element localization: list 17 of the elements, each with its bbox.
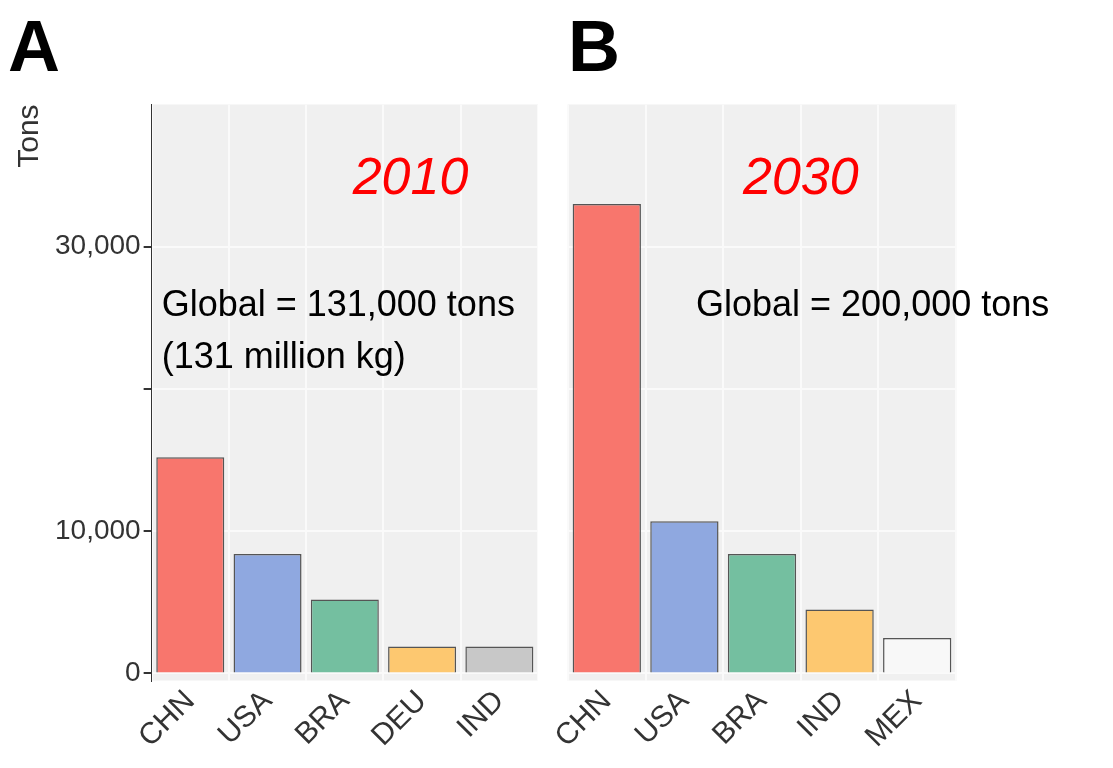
x-tick-label: BRA xyxy=(287,683,355,751)
x-tick-label: IND xyxy=(789,683,850,743)
annotation: Global = 131,000 tons xyxy=(161,283,515,325)
annotation: Global = 200,000 tons xyxy=(696,283,1050,325)
chart-title: B xyxy=(568,6,620,87)
annotation: 2010 xyxy=(351,147,469,206)
annotation: (131 million kg) xyxy=(161,335,406,377)
y-tick-label: 0 xyxy=(125,656,141,688)
y-tick-label: 10,000 xyxy=(55,513,141,545)
x-tick-label: USA xyxy=(627,683,695,751)
x-tick-label: USA xyxy=(210,683,278,751)
y-tick-label: 30,000 xyxy=(55,229,141,261)
chart-title: A xyxy=(8,6,60,87)
x-tick-label: BRA xyxy=(705,683,773,751)
y-axis-title: Tons xyxy=(11,104,45,168)
annotation: 2030 xyxy=(741,147,859,206)
x-tick-label: IND xyxy=(449,683,510,743)
